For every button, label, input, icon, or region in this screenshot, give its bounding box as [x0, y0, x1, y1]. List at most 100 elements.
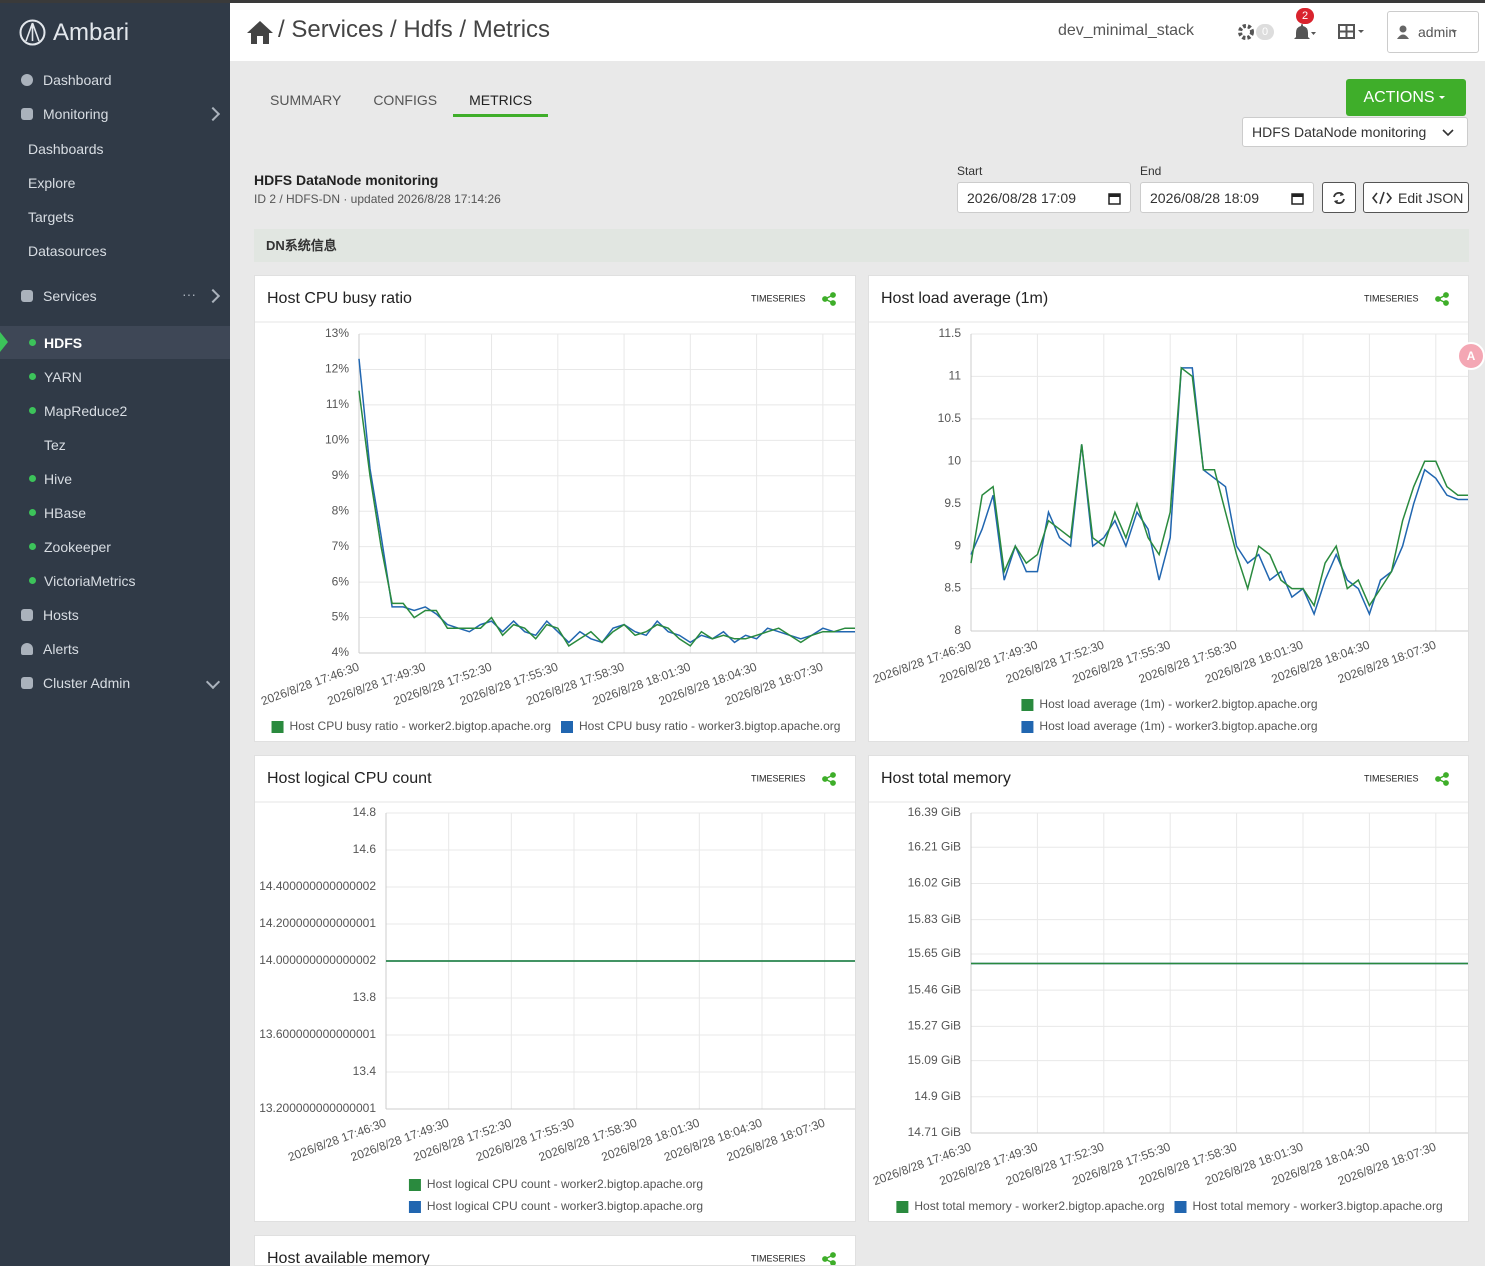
dashboard-select[interactable]: HDFS DataNode monitoring: [1242, 117, 1468, 147]
start-value[interactable]: 2026/08/28 17:09: [967, 189, 1076, 206]
nav-item[interactable]: YARN: [44, 369, 82, 385]
panel: Host load average (1m) TIMESERIES 8 8.5 9 9.5…: [868, 275, 1469, 742]
legend-swatch: [561, 721, 573, 733]
y-tick-label: 14.6: [353, 842, 377, 856]
legend-item: Host logical CPU count - worker3.bigtop.…: [408, 1199, 703, 1213]
code-icon: [1372, 191, 1393, 204]
home-icon[interactable]: [246, 20, 274, 45]
nav-item[interactable]: Dashboard: [43, 72, 112, 88]
y-tick-label: 9%: [332, 468, 350, 482]
nav-item[interactable]: Dashboards: [28, 141, 104, 157]
active-marker: [0, 332, 8, 352]
nav-item[interactable]: Cluster Admin: [43, 675, 131, 691]
translate-glyph: A: [1467, 349, 1476, 363]
end-input[interactable]: 2026/08/28 18:09: [1140, 182, 1314, 213]
user-name[interactable]: admin: [1418, 24, 1457, 40]
legend-item: Host CPU busy ratio - worker3.bigtop.apa…: [561, 719, 840, 733]
y-tick-label: 14.200000000000001: [259, 916, 376, 930]
tab-underline: [453, 114, 549, 117]
y-tick-label: 13%: [325, 326, 349, 340]
share-icon[interactable]: [822, 1252, 836, 1266]
panel: Host available memory TIMESERIES: [254, 1235, 856, 1266]
legend-swatch: [271, 721, 284, 733]
nav-item[interactable]: HDFS: [44, 335, 83, 351]
stack-name: dev_minimal_stack: [1058, 22, 1195, 39]
calendar-icon: [1291, 193, 1304, 205]
y-tick-label: 13.600000000000001: [259, 1027, 376, 1041]
breadcrumb[interactable]: / Services / Hdfs / Metrics: [278, 16, 551, 43]
tab[interactable]: CONFIGS: [373, 92, 438, 108]
y-tick-label: 13.4: [353, 1064, 377, 1078]
series-line: [358, 358, 855, 644]
ops-icon[interactable]: [1237, 23, 1255, 41]
panel-svg: Host load average (1m) TIMESERIES 8 8.5 9 9.5…: [869, 290, 1468, 733]
legend-item: Host load average (1m) - worker2.bigtop.…: [1021, 697, 1318, 711]
panel-badge: TIMESERIES: [1364, 293, 1419, 303]
share-icon[interactable]: [822, 292, 836, 306]
nav-item[interactable]: Hive: [44, 471, 73, 487]
nav-item[interactable]: Datasources: [28, 243, 107, 259]
y-tick-label: 16.02 GiB: [908, 876, 961, 890]
y-tick-label: 7%: [332, 539, 350, 553]
dashboard-select-value[interactable]: HDFS DataNode monitoring: [1252, 124, 1427, 140]
actions-button[interactable]: ACTIONS: [1346, 79, 1466, 116]
legend-swatch: [896, 1201, 909, 1213]
y-tick-label: 9.5: [944, 496, 961, 510]
y-tick-label: 6%: [332, 574, 350, 588]
share-icon[interactable]: [1435, 772, 1449, 786]
series-line: [358, 390, 855, 647]
legend-swatch: [408, 1179, 421, 1191]
nav-item[interactable]: HBase: [44, 505, 87, 521]
y-tick-label: 15.09 GiB: [908, 1053, 961, 1067]
more-icon[interactable]: ···: [182, 286, 196, 302]
actions-label[interactable]: ACTIONS: [1363, 88, 1435, 106]
y-tick-label: 14.400000000000002: [259, 879, 376, 893]
caret: [1438, 95, 1445, 99]
nav-item[interactable]: Targets: [28, 209, 74, 225]
nav-item[interactable]: Services: [43, 288, 97, 304]
nav-item[interactable]: Hosts: [43, 607, 79, 623]
y-tick-label: 16.21 GiB: [908, 839, 961, 853]
share-icon[interactable]: [822, 772, 836, 786]
tab[interactable]: METRICS: [469, 92, 533, 108]
y-tick-label: 14.9 GiB: [914, 1089, 961, 1103]
legend-swatch: [1021, 721, 1034, 733]
nav-item[interactable]: Alerts: [43, 641, 79, 657]
end-value[interactable]: 2026/08/28 18:09: [1150, 189, 1259, 206]
y-tick-label: 15.46 GiB: [908, 982, 961, 996]
header: / Services / Hdfs / Metrics dev_minimal_…: [230, 3, 1485, 61]
panel-title: Host logical CPU count: [267, 770, 432, 787]
translate-widget[interactable]: A: [1457, 342, 1485, 370]
tab[interactable]: SUMMARY: [270, 92, 342, 108]
legend-label: Host logical CPU count - worker2.bigtop.…: [427, 1177, 703, 1191]
edit-json-label[interactable]: Edit JSON: [1398, 189, 1464, 206]
legend-item: Host logical CPU count - worker2.bigtop.…: [408, 1177, 703, 1191]
legend-item: Host CPU busy ratio - worker2.bigtop.apa…: [271, 719, 551, 733]
brand[interactable]: Ambari: [53, 19, 130, 46]
nav-item[interactable]: Monitoring: [43, 106, 109, 122]
nav-item[interactable]: Zookeeper: [44, 539, 111, 555]
y-tick-label: 8: [954, 623, 961, 637]
y-tick-label: 5%: [332, 610, 350, 624]
y-tick-label: 15.83 GiB: [908, 912, 961, 926]
nav-item[interactable]: Tez: [44, 437, 66, 453]
alerts-icon[interactable]: [1294, 23, 1316, 43]
refresh-button[interactable]: [1322, 182, 1356, 213]
share-icon[interactable]: [1435, 292, 1449, 306]
legend-item: Host total memory - worker2.bigtop.apach…: [896, 1199, 1165, 1213]
edit-json-button[interactable]: Edit JSON: [1363, 182, 1469, 213]
legend-item: Host total memory - worker3.bigtop.apach…: [1174, 1199, 1443, 1213]
nav-item[interactable]: Explore: [28, 175, 76, 191]
refresh-icon: [1333, 191, 1345, 204]
legend-label: Host CPU busy ratio - worker2.bigtop.apa…: [290, 719, 551, 733]
legend-label: Host load average (1m) - worker3.bigtop.…: [1039, 719, 1317, 733]
legend-label: Host total memory - worker2.bigtop.apach…: [914, 1199, 1164, 1213]
views-icon[interactable]: [1338, 24, 1368, 40]
nav-item[interactable]: VictoriaMetrics: [44, 573, 136, 589]
brand-logo: [19, 19, 46, 46]
chevron: [1442, 129, 1454, 137]
y-tick-label: 12%: [325, 362, 349, 376]
y-tick-label: 14.000000000000002: [259, 953, 376, 967]
start-input[interactable]: 2026/08/28 17:09: [957, 182, 1131, 213]
nav-item[interactable]: MapReduce2: [44, 403, 128, 419]
